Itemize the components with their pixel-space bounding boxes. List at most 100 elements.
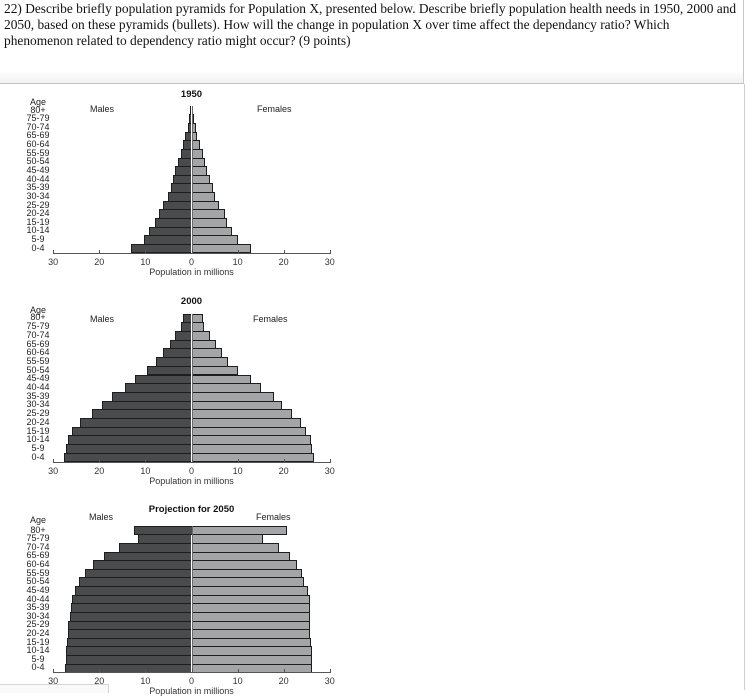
age-group-label: 5-9 <box>31 442 45 453</box>
female-bar <box>191 586 309 596</box>
female-bar <box>191 637 312 648</box>
age-group-label: 30-34 <box>26 399 50 410</box>
age-group-label: 60-64 <box>26 347 50 358</box>
age-group-label: 75-79 <box>26 533 50 544</box>
x-tick-label: 30 <box>324 465 335 476</box>
female-bar <box>191 542 279 553</box>
age-group-label: 0-4 <box>31 242 45 253</box>
female-bar <box>191 611 311 622</box>
chart-title: Projection for 2050 <box>148 504 235 515</box>
females-label: Females <box>253 314 288 324</box>
male-bar <box>133 525 192 536</box>
age-group-label: 65-69 <box>26 130 50 141</box>
x-tick-label: 20 <box>278 465 289 476</box>
age-group-label: 65-69 <box>26 338 50 349</box>
age-group-label: 50-54 <box>26 156 50 167</box>
x-axis-tick <box>53 669 55 674</box>
female-bar <box>191 114 195 124</box>
female-bar <box>191 629 311 639</box>
bottom-overlay-panel-edge <box>0 684 109 693</box>
x-axis-tick <box>99 669 101 674</box>
male-bar <box>67 637 192 648</box>
male-bar <box>79 577 192 588</box>
age-group-label: 5-9 <box>31 234 45 245</box>
female-bar <box>191 655 312 665</box>
female-bar <box>191 534 264 544</box>
x-tick-label: 20 <box>94 465 105 476</box>
male-bar <box>71 594 192 605</box>
male-bar <box>68 620 192 631</box>
age-group-label: 25-29 <box>26 408 50 419</box>
age-group-label: 45-49 <box>26 584 50 595</box>
male-bar <box>85 568 192 579</box>
female-bar <box>191 568 302 579</box>
age-group-label: 50-54 <box>26 364 50 375</box>
x-axis-tick <box>329 458 331 463</box>
age-group-label: 70-74 <box>26 541 50 552</box>
male-bar <box>65 646 192 657</box>
age-group-label: 45-49 <box>26 373 50 384</box>
age-group-label: 75-79 <box>26 321 50 332</box>
x-tick-label: 30 <box>324 256 335 267</box>
x-axis-tick <box>145 249 147 254</box>
x-tick-label: 30 <box>48 465 59 476</box>
x-axis-line <box>53 252 330 254</box>
x-axis-tick <box>191 249 193 254</box>
age-group-label: 55-59 <box>26 147 50 158</box>
x-axis-tick <box>283 669 285 674</box>
x-axis-tick <box>99 249 101 254</box>
male-bar <box>190 105 192 116</box>
age-group-label: 35-39 <box>26 602 50 613</box>
x-axis-title: Population in millions <box>149 686 234 696</box>
chart-title: 1950 <box>180 89 203 100</box>
male-bar <box>137 534 192 544</box>
age-group-label: 25-29 <box>26 199 50 210</box>
male-bar <box>75 586 192 596</box>
male-bar <box>68 629 192 639</box>
zero-line <box>191 313 193 462</box>
x-axis-tick <box>145 458 147 463</box>
age-group-label: 15-19 <box>26 636 50 647</box>
males-label: Males <box>89 512 114 522</box>
female-bar <box>191 603 311 613</box>
x-tick-label: 10 <box>140 256 151 267</box>
x-tick-label: 10 <box>232 256 243 267</box>
x-axis-tick <box>237 458 239 463</box>
male-bar <box>183 313 192 324</box>
female-bar <box>191 551 290 562</box>
x-axis-tick <box>191 669 193 674</box>
x-axis-tick <box>53 458 55 463</box>
age-group-label: 30-34 <box>26 190 50 201</box>
question-box: 22) Describe briefly population pyramids… <box>0 0 744 84</box>
age-group-label: 15-19 <box>26 425 50 436</box>
x-axis-tick <box>283 458 285 463</box>
x-axis-title: Population in millions <box>149 266 234 277</box>
age-group-label: 10-14 <box>26 225 50 236</box>
x-tick-label: 20 <box>94 256 105 267</box>
x-tick-label: 10 <box>140 676 151 687</box>
age-axis-title: Age <box>29 97 46 107</box>
males-label: Males <box>90 104 115 114</box>
x-axis-tick <box>191 458 193 463</box>
females-label: Females <box>257 104 292 114</box>
age-group-label: 45-49 <box>26 164 50 175</box>
population-pyramid-2050: Projection for 2050 Males Females Age 0-4 5-9… <box>0 0 360 696</box>
female-bar <box>191 313 204 324</box>
age-group-label: 80+ <box>30 104 46 115</box>
x-tick-label: 30 <box>324 676 335 687</box>
age-group-label: 80+ <box>30 524 46 535</box>
x-axis-tick <box>237 669 239 674</box>
age-group-label: 20-24 <box>26 627 50 638</box>
x-tick-label: 0 <box>188 465 195 476</box>
age-group-label: 20-24 <box>26 208 50 219</box>
female-bar <box>191 646 312 657</box>
page-right-border <box>744 84 745 690</box>
age-group-label: 30-34 <box>26 610 50 621</box>
x-axis-tick <box>99 458 101 463</box>
age-group-label: 5-9 <box>31 653 45 664</box>
age-group-label: 15-19 <box>26 216 50 227</box>
x-tick-label: 30 <box>48 256 59 267</box>
male-bar <box>65 655 192 665</box>
population-pyramid-2000: 2000 Males Females Age 0-4 5-9 10-14 15-19 20-24… <box>0 0 360 690</box>
age-group-label: 60-64 <box>26 559 50 569</box>
